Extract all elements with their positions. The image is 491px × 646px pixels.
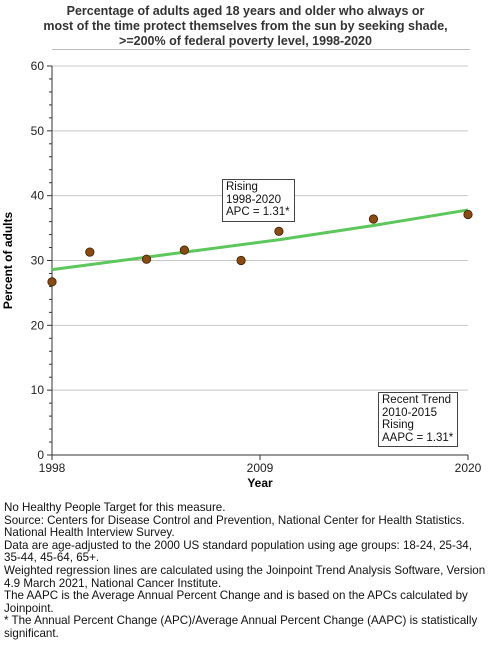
data-point-2020 xyxy=(463,209,473,220)
x-tick-label-2009: 2009 xyxy=(247,461,274,475)
x-tick-label-2020: 2020 xyxy=(455,461,482,475)
y-tick-label-0: 0 xyxy=(37,448,44,462)
y-tick-label-20: 20 xyxy=(31,318,45,332)
grid-lines xyxy=(52,65,468,391)
data-points xyxy=(47,209,473,287)
data-point-1998 xyxy=(47,277,57,287)
note-age-adjusted: Data are age-adjusted to the 2000 US sta… xyxy=(4,538,472,565)
note-aapc: The AAPC is the Average Annual Percent C… xyxy=(4,589,468,615)
chart-title: Percentage of adults aged 18 years and o… xyxy=(43,4,448,48)
axes xyxy=(47,65,469,460)
data-point-2003 xyxy=(141,254,152,264)
data-point-2010 xyxy=(274,226,284,236)
y-tick-label-60: 60 xyxy=(31,59,45,73)
note-significance: * The Annual Percent Change (APC)/Averag… xyxy=(4,614,478,640)
annotation-recent-trend: Recent Trend 2010-2015 Rising AAPC = 1.3… xyxy=(378,392,459,447)
x-tick-label-1998: 1998 xyxy=(39,461,66,475)
tick-labels: 0 10 20 30 40 50 60 1998 2009 2020 xyxy=(31,59,482,475)
y-tick-label-30: 30 xyxy=(31,254,45,268)
y-tick-label-50: 50 xyxy=(31,124,45,138)
y-tick-label-40: 40 xyxy=(31,189,45,203)
chart: 0 10 20 30 40 50 60 1998 2009 2020 Year Percent o… xyxy=(1,59,482,490)
data-point-2000 xyxy=(85,247,95,257)
data-point-2005 xyxy=(179,245,189,255)
y-axis-label: Percent of adults xyxy=(1,212,15,310)
trend-line xyxy=(51,208,469,272)
title-divider xyxy=(52,49,470,50)
note-target: No Healthy People Target for this measur… xyxy=(4,501,226,514)
note-regression: Weighted regression lines are calculated… xyxy=(4,563,486,590)
y-tick-label-10: 10 xyxy=(31,383,45,397)
footnotes: No Healthy People Target for this measur… xyxy=(4,501,490,641)
x-axis-label: Year xyxy=(247,476,273,490)
annotation-rising: Rising 1998-2020 APC = 1.31* xyxy=(222,179,295,222)
data-point-2015 xyxy=(368,214,379,224)
note-source: Source: Centers for Disease Control and … xyxy=(4,513,465,540)
data-point-2008 xyxy=(236,255,246,266)
